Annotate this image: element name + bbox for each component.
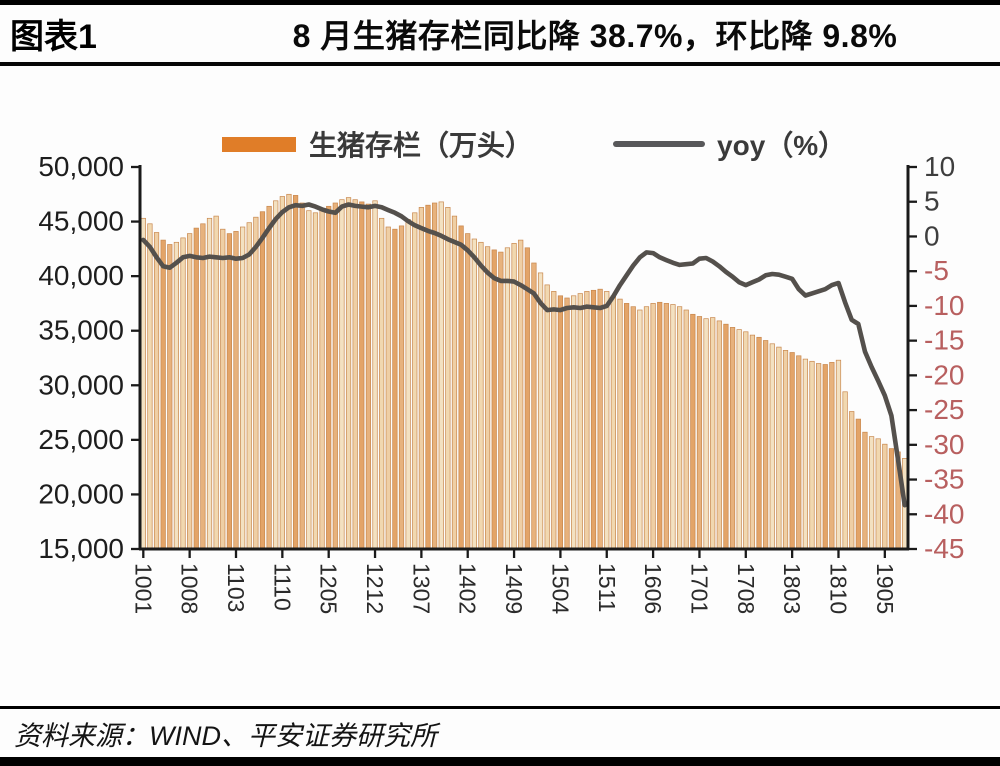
svg-text:-15: -15 (924, 325, 964, 356)
bar-series-swatch (222, 136, 296, 152)
svg-text:1701: 1701 (686, 563, 712, 614)
x-axis-labels: 1001 1008 1103 1110 1205 1212 1307 1402 1409 1504… (130, 563, 898, 614)
svg-text:1803: 1803 (779, 563, 805, 614)
line-series-swatch (613, 141, 706, 147)
bars (140, 193, 908, 550)
svg-text:1205: 1205 (316, 563, 342, 614)
svg-text:-25: -25 (924, 394, 964, 425)
svg-text:0: 0 (924, 220, 940, 251)
svg-text:1402: 1402 (455, 563, 481, 614)
left-axis-labels: 50,000 45,000 40,000 35,000 30,000 25,000 20,0… (38, 151, 124, 564)
chart-header: 图表1 8 月生猪存栏同比降 38.7%，环比降 9.8% (0, 0, 1000, 66)
yoy-line (141, 202, 908, 508)
svg-text:1810: 1810 (826, 563, 852, 614)
line-series-label: yoy（%） (717, 130, 847, 161)
chart-plot: 50,000 45,000 40,000 35,000 30,000 25,000 20,0… (38, 151, 964, 614)
svg-text:1504: 1504 (547, 563, 573, 614)
chart-title: 8 月生猪存栏同比降 38.7%，环比降 9.8% (292, 17, 898, 54)
svg-text:1008: 1008 (177, 563, 203, 614)
svg-text:1409: 1409 (501, 563, 527, 614)
svg-text:1103: 1103 (223, 563, 249, 612)
svg-text:30,000: 30,000 (38, 369, 124, 400)
svg-text:20,000: 20,000 (38, 478, 124, 509)
svg-text:10: 10 (924, 151, 955, 182)
svg-text:1511: 1511 (594, 563, 620, 612)
svg-text:-35: -35 (924, 464, 964, 495)
svg-text:25,000: 25,000 (38, 424, 124, 455)
svg-text:1708: 1708 (733, 563, 759, 614)
axes (138, 165, 910, 551)
axis-ticks (131, 165, 917, 558)
svg-text:50,000: 50,000 (38, 151, 124, 182)
svg-text:-40: -40 (924, 498, 964, 529)
svg-text:-30: -30 (924, 429, 964, 460)
right-axis-labels: 10 50 -5 -10 -15-20 -25 -30 -35-40 -45 (924, 151, 964, 564)
svg-text:35,000: 35,000 (38, 315, 124, 346)
svg-text:45,000: 45,000 (38, 206, 124, 237)
chart-index-label: 图表1 (10, 18, 97, 56)
svg-text:1212: 1212 (362, 563, 388, 614)
svg-text:1905: 1905 (872, 563, 898, 614)
legend: 生猪存栏（万头） yoy（%） (222, 124, 846, 164)
svg-text:5: 5 (924, 186, 940, 217)
svg-text:1307: 1307 (408, 563, 434, 614)
bar-series-label: 生猪存栏（万头） (309, 130, 534, 161)
svg-text:40,000: 40,000 (38, 260, 124, 291)
svg-text:-45: -45 (924, 533, 964, 564)
svg-text:1001: 1001 (130, 563, 156, 614)
chart-area: 生猪存栏（万头） yoy（%） 50,000 45,000 40,000 35,000… (0, 66, 1000, 706)
source-text: 资料来源：WIND、平安证券研究所 (14, 720, 437, 751)
svg-text:1110: 1110 (269, 563, 295, 611)
svg-text:-10: -10 (924, 290, 964, 321)
svg-text:-20: -20 (924, 359, 964, 390)
svg-text:-5: -5 (924, 255, 949, 286)
svg-text:1606: 1606 (640, 563, 666, 614)
bottom-border (0, 757, 1000, 766)
source-bar: 资料来源：WIND、平安证券研究所 (0, 706, 1000, 757)
svg-text:15,000: 15,000 (38, 533, 124, 564)
